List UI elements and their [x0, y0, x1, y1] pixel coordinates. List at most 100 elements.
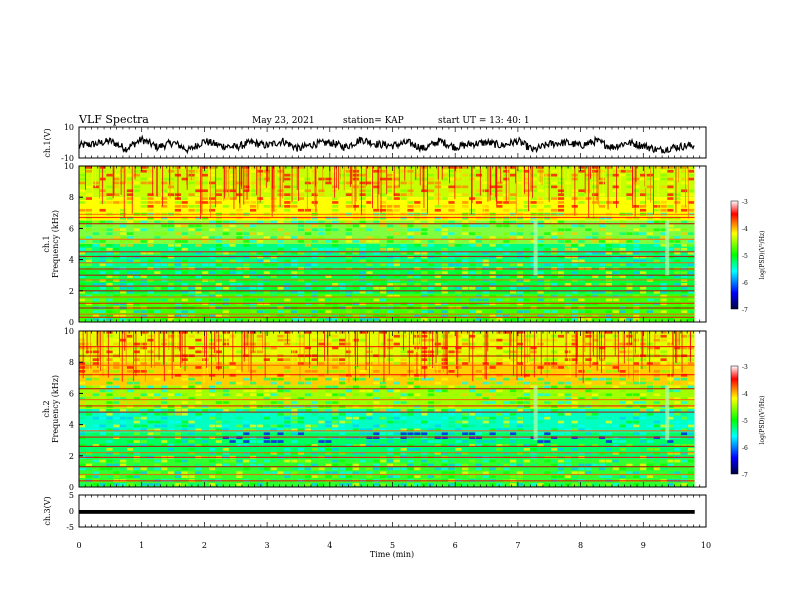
- spectrogram-cell: [345, 467, 352, 471]
- spectrogram-cell: [578, 342, 585, 346]
- spectrogram-cell: [202, 240, 209, 243]
- spectrogram-cell: [434, 475, 441, 478]
- spectrogram-cell: [120, 318, 127, 321]
- spectrogram-cell: [373, 185, 380, 189]
- spectrogram-cell: [161, 401, 168, 404]
- spectrogram-cell: [359, 271, 366, 274]
- spectrogram-cell: [79, 298, 86, 302]
- spectrogram-cell: [332, 366, 339, 369]
- spectrogram-cell: [551, 475, 558, 478]
- spectrogram-cell: [605, 377, 612, 381]
- spectrogram-cell: [653, 346, 660, 350]
- spectrogram-cell: [325, 224, 332, 228]
- spectrogram-cell: [140, 424, 147, 428]
- spectrogram-cell: [345, 294, 352, 298]
- spectrogram-cell: [126, 409, 134, 412]
- spectrogram-cell: [85, 247, 92, 251]
- spectrogram-cell: [140, 331, 147, 334]
- spectrogram-cell: [113, 385, 120, 389]
- spectrogram-cell: [393, 263, 400, 267]
- spectrogram-cell: [585, 471, 592, 475]
- spectrogram-cell: [605, 294, 612, 298]
- spectrogram-cell: [475, 318, 482, 321]
- spectrogram-streak: [218, 331, 220, 371]
- spectrogram-cell: [126, 181, 134, 185]
- spectrogram-cell: [469, 471, 476, 475]
- spectrogram-cell: [359, 228, 366, 232]
- spectrogram-cell: [455, 381, 462, 385]
- spectrogram-cell: [167, 224, 175, 228]
- spectrogram-cell: [557, 205, 565, 208]
- spectrogram-streak: [505, 166, 507, 201]
- spectrogram-cell: [256, 350, 264, 354]
- spectrogram-cell: [653, 448, 660, 451]
- spectrogram-cell: [516, 401, 523, 404]
- spectrogram-cell: [85, 397, 92, 400]
- spectrogram-cell: [250, 169, 257, 173]
- spectrogram-cell: [304, 370, 311, 373]
- spectrogram-cell: [188, 409, 195, 412]
- spectrogram-cell: [250, 310, 257, 313]
- spectrogram-cell: [427, 334, 435, 338]
- spectrogram-cell: [126, 483, 134, 486]
- spectrogram-cell: [475, 393, 482, 397]
- spectrogram-cell: [544, 416, 551, 420]
- spectrogram-cell: [414, 205, 421, 208]
- spectrogram-cell: [414, 208, 421, 212]
- spectrogram-streak: [548, 166, 550, 203]
- spectrogram-cell: [147, 169, 154, 173]
- spectrogram-cell: [195, 201, 202, 204]
- spectrogram-cell: [578, 397, 585, 400]
- spectrogram-cell: [619, 169, 626, 173]
- spectrogram-cell: [516, 251, 523, 255]
- spectrogram-cell: [421, 208, 428, 212]
- spectrogram-streak: [569, 331, 571, 378]
- spectrogram-cell: [113, 428, 120, 432]
- spectrogram-cell: [140, 251, 147, 255]
- spectrogram-cell: [640, 224, 647, 228]
- spectrogram-cell: [441, 283, 448, 286]
- spectrogram-cell: [99, 247, 106, 251]
- spectrogram-cell: [222, 331, 229, 334]
- spectrogram-cell: [243, 240, 250, 243]
- spectrogram-cell: [516, 310, 523, 313]
- spectrogram-cell: [304, 177, 311, 181]
- spectrogram-cell: [332, 318, 339, 321]
- spectrogram-cell: [250, 240, 257, 243]
- spectrogram-cell: [585, 412, 592, 416]
- spectrogram-cell: [475, 166, 482, 169]
- spectrogram-cell: [592, 181, 599, 185]
- spectrogram-cell: [386, 205, 394, 208]
- spectrogram-cell: [544, 459, 551, 463]
- spectrogram-cell: [393, 463, 400, 467]
- spectrogram-cell: [366, 228, 373, 232]
- spectrogram-cell: [421, 483, 428, 486]
- spectrogram-cell: [489, 251, 496, 255]
- spectrogram-cell: [284, 366, 291, 369]
- spectrogram-cell: [85, 362, 92, 365]
- spectrogram-cell: [161, 197, 168, 200]
- spectrogram-cell: [181, 259, 188, 263]
- spectrogram-cell: [147, 201, 154, 204]
- spectrogram-cell: [154, 286, 161, 290]
- spectrogram-cell: [626, 251, 633, 255]
- spectrogram-cell: [571, 318, 578, 321]
- spectrogram-cell: [250, 401, 257, 404]
- spectrogram-streak: [510, 331, 512, 347]
- spectrogram-cell: [571, 290, 578, 294]
- spectrogram-cell: [297, 397, 305, 400]
- spectrogram-cell: [592, 173, 599, 177]
- spectrogram-cell: [126, 193, 134, 196]
- spectrogram-cell: [147, 259, 154, 263]
- spectrogram-cell: [202, 173, 209, 177]
- spectrogram-cell: [660, 338, 667, 342]
- spectrogram-cell: [325, 294, 332, 298]
- spectrogram-cell: [263, 389, 270, 393]
- spectrogram-cell: [660, 169, 667, 173]
- spectrogram-cell: [222, 385, 229, 389]
- spectrogram-cell: [434, 185, 441, 189]
- spectrogram-cell: [318, 263, 325, 267]
- spectrogram-cell: [462, 381, 469, 385]
- spectrogram-cell: [339, 459, 346, 463]
- spectrogram-cell: [619, 232, 626, 235]
